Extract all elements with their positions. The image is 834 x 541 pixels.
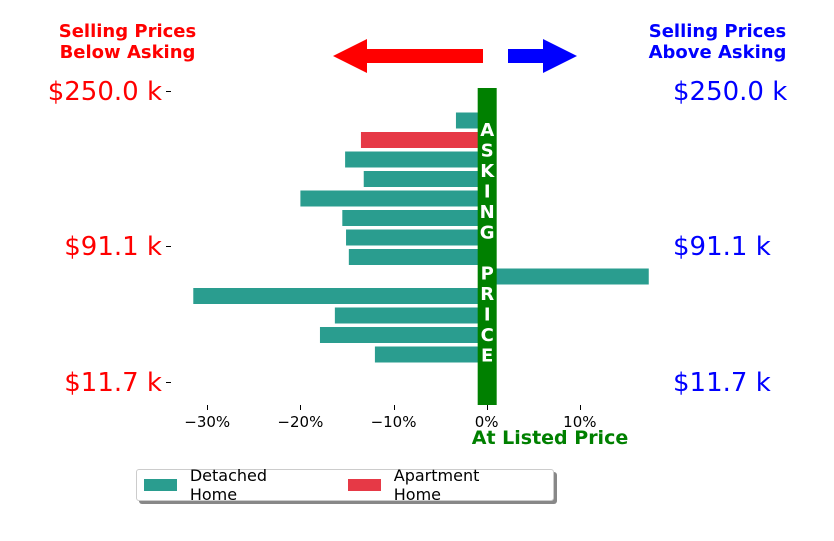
- y-tick-bottom: [166, 382, 171, 383]
- above-asking-arrow-icon: [508, 39, 577, 73]
- band-letter-7: P: [481, 264, 494, 285]
- x-tick-label-1: −20%: [277, 413, 324, 431]
- band-letter-8: R: [480, 284, 494, 305]
- band-letter-2: K: [480, 161, 495, 182]
- y-label-left-bottom: $11.7 k: [64, 368, 162, 398]
- band-letter-4: N: [480, 202, 495, 223]
- band-letter-0: A: [480, 120, 494, 141]
- x-tick-3: [486, 405, 488, 410]
- y-label-right-top: $250.0 k: [673, 77, 788, 107]
- bar-6: [342, 210, 487, 226]
- above-asking-header: Selling Prices Above Asking: [620, 21, 815, 63]
- bar-2: [360, 132, 487, 148]
- bar-3: [345, 151, 487, 168]
- legend-label-detached: Detached Home: [189, 466, 268, 504]
- band-letter-3: I: [484, 182, 491, 203]
- legend-label-apartment: Apartment Home: [393, 466, 480, 504]
- bar-12: [319, 327, 487, 343]
- legend: Detached Home Apartment Home: [136, 466, 554, 504]
- y-label-left-top: $250.0 k: [47, 77, 162, 107]
- legend-item-detached: Detached Home: [144, 466, 315, 504]
- bar-7: [346, 229, 487, 246]
- x-tick-4: [579, 405, 581, 410]
- bar-11: [334, 307, 487, 324]
- x-tick-label-2: −10%: [370, 413, 417, 431]
- bar-5: [300, 190, 487, 207]
- below-asking-header: Selling Prices Below Asking: [30, 21, 225, 63]
- x-tick-label-3: 0%: [474, 413, 499, 431]
- band-letter-5: G: [480, 223, 495, 244]
- x-tick-label-0: −30%: [184, 413, 231, 431]
- band-letter-10: C: [481, 325, 494, 346]
- asking-price-band: [477, 88, 497, 405]
- bar-4: [363, 171, 487, 187]
- legend-swatch-apartment: [347, 479, 381, 491]
- band-letter-9: I: [484, 305, 491, 326]
- bar-8: [348, 249, 487, 265]
- bar-13: [374, 346, 487, 363]
- band-letter-11: E: [481, 346, 493, 367]
- x-tick-2: [393, 405, 395, 410]
- bar-series: [193, 93, 649, 363]
- legend-item-apartment: Apartment Home: [347, 466, 527, 504]
- below-header-line-2: Below Asking: [59, 42, 196, 63]
- y-tick-middle: [166, 246, 171, 247]
- x-tick-label-4: 10%: [563, 413, 597, 431]
- below-asking-arrow-icon: [333, 39, 483, 73]
- direction-arrows: [333, 39, 577, 73]
- band-letter-1: S: [481, 141, 494, 162]
- y-tick-top: [166, 91, 171, 92]
- y-label-left-middle: $91.1 k: [64, 232, 162, 262]
- y-label-right-middle: $91.1 k: [673, 232, 771, 262]
- x-tick-1: [300, 405, 302, 410]
- bar-9: [486, 268, 649, 285]
- above-header-line-1: Selling Prices: [648, 21, 787, 42]
- x-tick-0: [207, 405, 209, 410]
- y-label-right-bottom: $11.7 k: [673, 368, 771, 398]
- legend-swatch-detached: [144, 479, 177, 491]
- x-axis-label: At Listed Price: [471, 427, 629, 449]
- above-header-line-2: Above Asking: [648, 42, 787, 63]
- bar-10: [193, 288, 487, 304]
- below-header-line-1: Selling Prices: [58, 21, 197, 42]
